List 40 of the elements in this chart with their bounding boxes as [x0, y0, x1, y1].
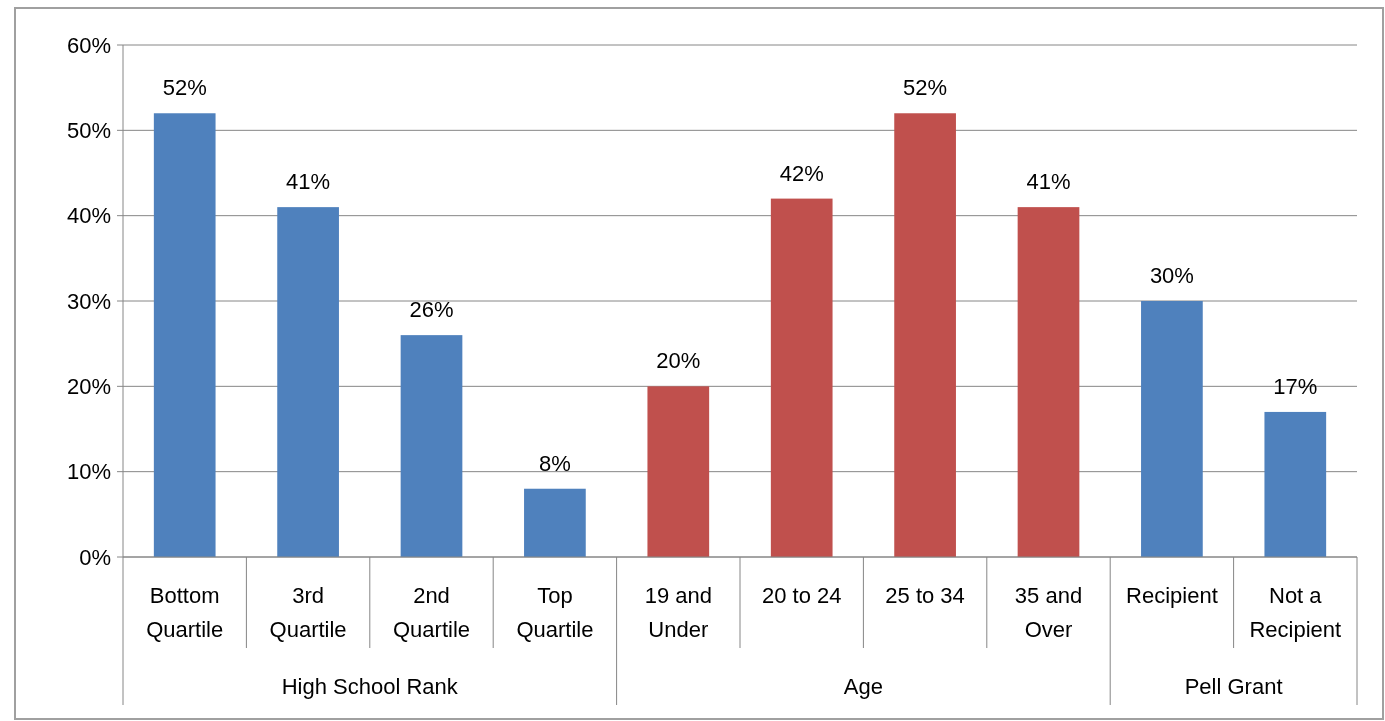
data-label: 52%	[162, 75, 207, 101]
data-label: 17%	[1273, 373, 1318, 399]
y-tick-label: 10%	[66, 459, 111, 485]
x-tick-label: 3rd Quartile	[269, 583, 347, 642]
y-tick-label: 60%	[66, 32, 111, 58]
bar	[400, 335, 463, 557]
x-tick-label: Recipient	[1126, 583, 1218, 608]
x-tick-label: Top Quartile	[516, 583, 594, 642]
bar	[524, 488, 586, 557]
bar	[277, 207, 339, 557]
data-label: 42%	[779, 160, 824, 186]
x-tick-label: 35 and Over	[1014, 583, 1083, 642]
bar	[1017, 207, 1080, 557]
bar	[647, 386, 710, 557]
x-tick-label: 19 and Under	[644, 583, 712, 642]
y-tick-label: 40%	[66, 203, 111, 229]
bar	[1264, 411, 1327, 557]
data-label: 26%	[409, 297, 454, 323]
bar	[1141, 301, 1203, 557]
text: Age	[843, 674, 883, 699]
data-label: 30%	[1149, 263, 1194, 288]
y-tick-label: 50%	[66, 118, 111, 144]
data-label: 20%	[656, 348, 701, 374]
data-label: 41%	[1026, 169, 1071, 195]
x-tick-label: 2nd Quartile	[392, 583, 471, 642]
text: High School Rank	[281, 674, 459, 699]
bar	[770, 198, 833, 557]
x-tick-label: Bottom Quartile	[146, 583, 224, 642]
y-tick-label: 0%	[79, 544, 111, 570]
y-tick-label: 20%	[66, 374, 111, 400]
data-label: 8%	[539, 450, 571, 476]
x-tick-label: 25 to 34	[885, 583, 965, 608]
x-tick-label: 20 to 24	[761, 583, 842, 608]
text: Pell Grant	[1184, 674, 1283, 699]
bar	[153, 113, 216, 557]
x-tick-label: Not a Recipient	[1249, 583, 1342, 642]
data-label: 52%	[903, 75, 948, 101]
y-tick-label: 30%	[66, 288, 111, 314]
data-label: 41%	[286, 169, 331, 195]
bar	[894, 113, 956, 557]
